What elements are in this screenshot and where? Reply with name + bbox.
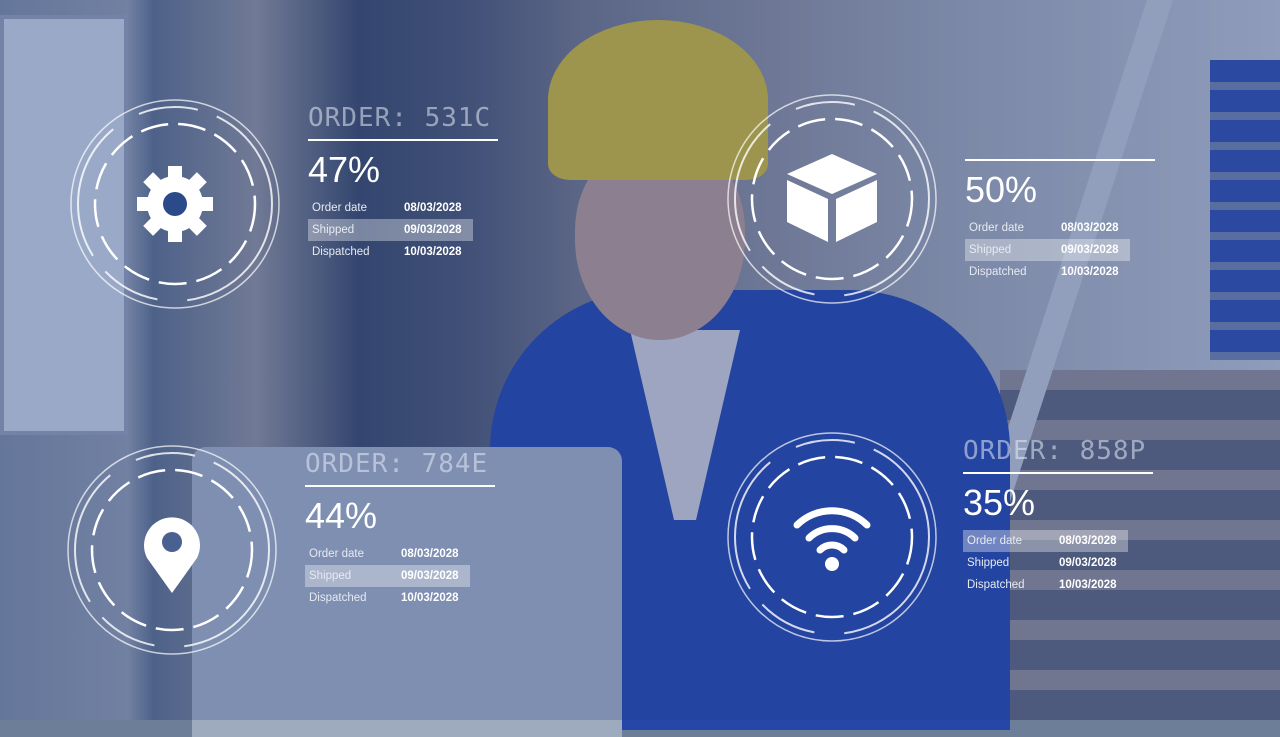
status-label: Dispatched (309, 592, 367, 604)
status-row: Shipped 09/03/2028 (308, 219, 473, 241)
status-date: 08/03/2028 (401, 548, 459, 560)
status-label: Order date (969, 222, 1024, 234)
status-label: Order date (309, 548, 364, 560)
divider (965, 159, 1155, 161)
status-date: 08/03/2028 (404, 202, 462, 214)
wifi-icon (793, 507, 871, 571)
status-label: Dispatched (967, 579, 1025, 591)
box-icon (787, 154, 877, 242)
status-row: Dispatched 10/03/2028 (965, 261, 1130, 283)
whiteboard (0, 15, 128, 435)
status-date: 09/03/2028 (401, 570, 459, 582)
progress-percent: 47% (308, 149, 381, 190)
order-panel: ORDER: 531C 47% Order date 08/03/2028 Shippe… (308, 103, 503, 263)
status-row: Dispatched 10/03/2028 (305, 587, 470, 609)
order-panel: ORDER: 858P 35% Order date 08/03/2028 Shippe… (963, 436, 1158, 596)
pallets (1000, 370, 1280, 720)
status-date: 08/03/2028 (1061, 222, 1119, 234)
status-label: Order date (312, 202, 367, 214)
status-row: Order date 08/03/2028 (305, 543, 470, 565)
status-row: Order date 08/03/2028 (965, 217, 1130, 239)
status-row: Dispatched 10/03/2028 (308, 241, 473, 263)
status-label: Dispatched (969, 266, 1027, 278)
progress-percent: 44% (305, 495, 378, 536)
status-date: 10/03/2028 (404, 246, 462, 258)
status-date: 09/03/2028 (1059, 557, 1117, 569)
status-label: Dispatched (312, 246, 370, 258)
status-label: Order date (967, 535, 1022, 547)
blue-overlay (0, 0, 1280, 720)
progress-percent: 35% (963, 482, 1036, 523)
ring-graphic (68, 97, 283, 312)
status-row: Shipped 09/03/2028 (305, 565, 470, 587)
location-pin-icon (144, 517, 200, 593)
status-date: 10/03/2028 (401, 592, 459, 604)
status-date: 08/03/2028 (1059, 535, 1117, 547)
status-date: 09/03/2028 (1061, 244, 1119, 256)
status-label: Shipped (969, 244, 1012, 256)
hard-hat (548, 20, 768, 180)
status-label: Shipped (967, 557, 1010, 569)
status-row: Order date 08/03/2028 (308, 197, 473, 219)
divider (963, 472, 1153, 474)
gear-icon (137, 166, 213, 242)
ring-graphic (725, 92, 940, 307)
laptop (192, 447, 622, 737)
status-date: 10/03/2028 (1061, 266, 1119, 278)
blue-shelving (1210, 60, 1280, 360)
status-label: Shipped (309, 570, 352, 582)
status-row: Shipped 09/03/2028 (963, 552, 1128, 574)
divider (308, 139, 498, 141)
ring-graphic (725, 430, 940, 645)
order-id: ORDER: 531C (308, 103, 492, 133)
status-date: 10/03/2028 (1059, 579, 1117, 591)
status-date: 09/03/2028 (404, 224, 462, 236)
order-panel: 50% Order date 08/03/2028 Shipped 09/03/2028… (965, 123, 1160, 283)
status-row: Shipped 09/03/2028 (965, 239, 1130, 261)
order-panel: ORDER: 784E 44% Order date 08/03/2028 Shippe… (305, 449, 500, 609)
ring-graphic (65, 443, 280, 658)
order-id (965, 123, 1160, 155)
divider (305, 485, 495, 487)
order-id: ORDER: 784E (305, 449, 489, 479)
progress-percent: 50% (965, 169, 1038, 210)
status-row: Dispatched 10/03/2028 (963, 574, 1128, 596)
order-id: ORDER: 858P (963, 436, 1147, 466)
status-label: Shipped (312, 224, 355, 236)
status-row: Order date 08/03/2028 (963, 530, 1128, 552)
